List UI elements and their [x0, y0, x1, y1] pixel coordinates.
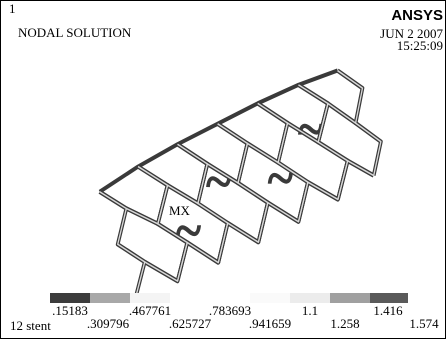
legend-swatch	[370, 293, 408, 303]
legend-label: 1.258	[330, 316, 359, 331]
legend-label: .309796	[87, 316, 130, 331]
legend-label: .467761	[129, 303, 171, 318]
legend-label: 1.416	[373, 303, 403, 318]
legend-label: .783693	[209, 303, 251, 318]
legend-swatch	[50, 293, 90, 303]
title: NODAL SOLUTION	[18, 25, 132, 40]
legend-label: .625727	[169, 316, 212, 331]
legend-label: 1.1	[302, 303, 318, 318]
legend-swatch	[130, 293, 170, 303]
legend-swatch	[170, 293, 210, 303]
screenshot: 1 NODAL SOLUTION ANSYS JUN 2 2007 15:25:…	[0, 0, 446, 339]
legend-swatch	[90, 293, 130, 303]
logo: ANSYS	[391, 7, 443, 24]
legend-swatch	[330, 293, 370, 303]
caption: 12 stent	[10, 318, 51, 333]
legend-swatch	[250, 293, 290, 303]
frame-number: 1	[9, 1, 16, 16]
max-marker: MX	[169, 203, 191, 218]
legend-swatch	[290, 293, 330, 303]
legend-bar	[50, 293, 408, 303]
time: 15:25:09	[397, 38, 443, 53]
legend-label: .15183	[52, 303, 88, 318]
legend-swatch	[210, 293, 250, 303]
frame	[1, 1, 446, 339]
legend-label: 1.574	[409, 316, 439, 331]
legend-label: .941659	[249, 316, 291, 331]
